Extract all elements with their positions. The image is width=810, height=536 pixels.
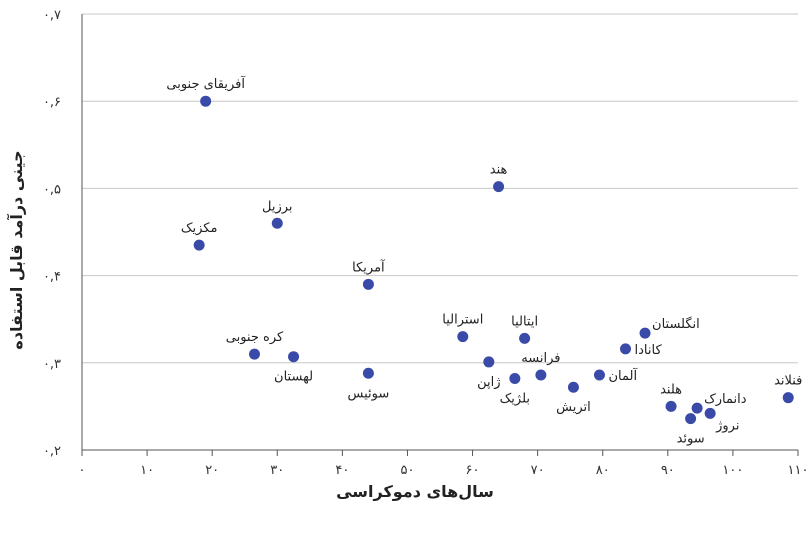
point-label: آفریقای جنوبی xyxy=(166,75,246,92)
x-tick-label: ۰ xyxy=(79,463,86,478)
point-label: لهستان xyxy=(274,370,313,385)
point-label: سوئد xyxy=(677,432,705,447)
point-label: مکزیک xyxy=(181,221,218,236)
point-label: کره جنوبی xyxy=(226,330,284,345)
x-tick-label: ۱۱۰ xyxy=(788,463,809,478)
data-point xyxy=(362,278,374,290)
point-label: آلمان xyxy=(608,367,638,384)
data-point xyxy=(782,392,794,404)
x-tick-label: ۴۰ xyxy=(335,463,349,478)
data-point xyxy=(593,369,605,381)
point-label: اتریش xyxy=(556,400,591,415)
x-tick-label: ۱۰ xyxy=(140,463,154,478)
point-label: هلند xyxy=(660,382,682,397)
point-label: ژاپن xyxy=(477,375,500,390)
data-point xyxy=(288,351,300,363)
x-tick-label: ۲۰ xyxy=(205,463,219,478)
data-point xyxy=(509,372,521,384)
grid-lines xyxy=(82,13,798,364)
data-point xyxy=(704,407,716,419)
point-label: نروژ xyxy=(715,418,739,433)
point-label: ایتالیا xyxy=(511,314,538,329)
data-point xyxy=(193,239,205,251)
data-point xyxy=(519,332,531,344)
data-point xyxy=(620,343,632,355)
x-tick-label: ۶۰ xyxy=(466,463,480,478)
y-tick-label: ۰,۶ xyxy=(43,95,61,110)
data-point xyxy=(493,181,505,193)
y-tick-label: ۰,۲ xyxy=(43,444,61,459)
data-point xyxy=(271,217,283,229)
data-point xyxy=(483,356,495,368)
point-label: دانمارک xyxy=(704,392,747,407)
y-tick-label: ۰,۷ xyxy=(43,8,61,23)
x-tick-labels: ۰ ۱۰ ۲۰ ۳۰ ۴۰ ۵۰ ۶۰ ۷۰ ۸۰ ۹۰ ۱۰۰ ۱۱۰ xyxy=(79,463,809,478)
x-tick-label: ۵۰ xyxy=(400,463,414,478)
y-tick-label: ۰,۳ xyxy=(43,357,61,372)
y-axis-title: جینی درآمد قابل استفاده xyxy=(6,150,26,349)
y-tick-labels: ۰,۲ ۰,۳ ۰,۴ ۰,۵ ۰,۶ ۰,۷ xyxy=(43,8,61,459)
point-label: هند xyxy=(490,163,508,178)
point-label: سوئیس xyxy=(348,386,390,401)
point-label: استرالیا xyxy=(442,313,483,328)
x-tick-label: ۳۰ xyxy=(270,463,284,478)
data-point xyxy=(639,327,651,339)
point-label: برزیل xyxy=(262,199,293,214)
x-tick-label: ۱۰۰ xyxy=(722,463,743,478)
x-tick-label: ۹۰ xyxy=(661,463,675,478)
x-tick-label: ۸۰ xyxy=(596,463,610,478)
y-tick-label: ۰,۴ xyxy=(43,270,61,285)
point-label: فرانسه xyxy=(521,351,560,366)
y-tick-label: ۰,۵ xyxy=(43,182,61,197)
data-point xyxy=(567,381,579,393)
x-axis-title: سال‌های دموکراسی xyxy=(336,482,494,501)
data-points xyxy=(193,95,794,425)
point-label: انگلستان xyxy=(652,316,700,332)
data-point xyxy=(457,331,469,343)
data-point xyxy=(685,413,697,425)
point-label: بلژیک xyxy=(500,391,530,406)
x-tick-label: ۷۰ xyxy=(531,463,545,478)
point-label: فنلاند xyxy=(774,374,802,389)
axes xyxy=(81,14,799,456)
data-point xyxy=(362,367,374,379)
data-point xyxy=(535,369,547,381)
point-label: آمریکا xyxy=(352,258,386,275)
data-point xyxy=(665,400,677,412)
point-labels: آفریقای جنوبی مکزیک برزیل هند آمریکا کره جنوب… xyxy=(166,75,802,446)
data-point xyxy=(691,402,703,414)
data-point xyxy=(200,95,212,107)
point-label: کانادا xyxy=(635,343,663,358)
data-point xyxy=(248,348,260,360)
